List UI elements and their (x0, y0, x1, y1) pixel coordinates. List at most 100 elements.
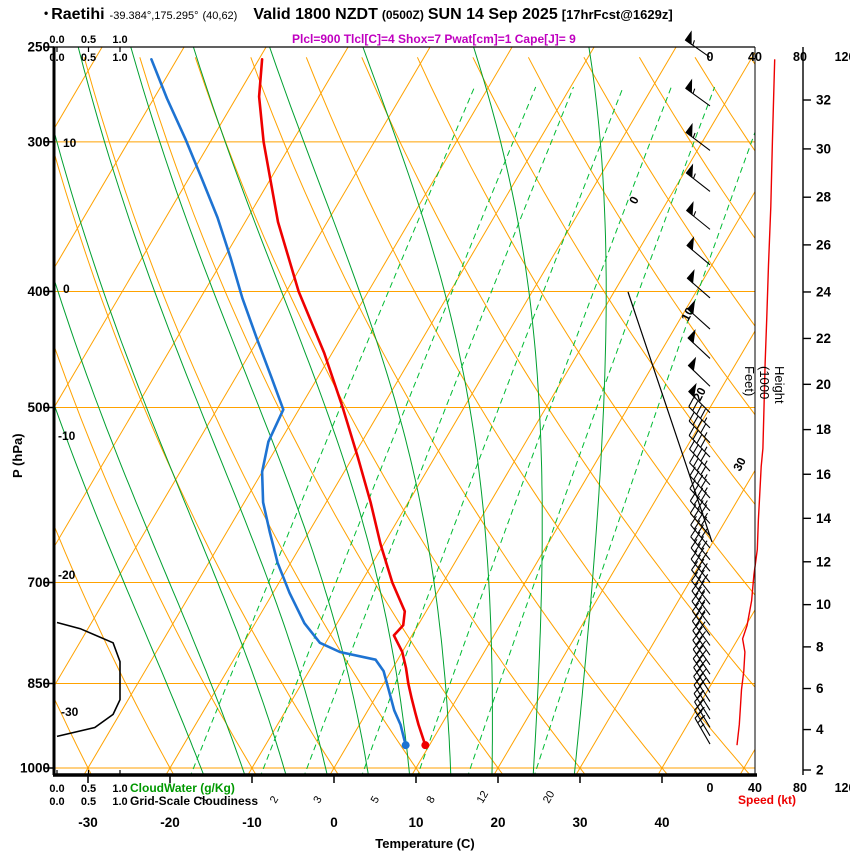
mixing-ratio-label: 12 (475, 789, 492, 806)
temperature-tick-label: 10 (408, 815, 423, 830)
pressure-tick-label: 400 (27, 284, 50, 299)
pressure-axis: 250 300 400 500 700 850 1000 (20, 40, 54, 776)
height-tick-label: 26 (816, 237, 832, 252)
mixing-ratio-label: 2 (268, 794, 281, 805)
mixing-ratio-label: 8 (424, 794, 437, 805)
pressure-tick-label: 250 (27, 40, 50, 55)
isotherm-label-right: 0 (626, 194, 642, 207)
isotherm-label-right: 30 (730, 455, 749, 474)
speed-tick-label-top: 0 (707, 50, 714, 64)
cloudwater-tick-label-bottom: 1.0 (112, 783, 127, 795)
height-tick-label: 6 (816, 681, 824, 696)
cloudiness-tick-label-bottom: 0.0 (49, 796, 64, 808)
pressure-tick-label: 300 (27, 134, 50, 149)
height-tick-label: 32 (816, 93, 831, 108)
temperature-tick-label: 20 (490, 815, 505, 830)
temperature-tick-label: -20 (160, 815, 180, 830)
temperature-axis: -30 -20 -10 0 10 20 30 40 (78, 775, 670, 830)
valid-date: SUN 14 Sep 2025 (427, 6, 558, 23)
forecast-info: [17hrFcst@1629z] (561, 7, 673, 22)
isotherm-label-left: 0 (63, 282, 70, 296)
height-tick-label: 20 (816, 377, 831, 392)
mixing-ratio-labels: 1 2 3 5 8 12 20 (198, 789, 558, 806)
temperature-tick-label: 40 (654, 815, 669, 830)
height-tick-label: 10 (816, 597, 831, 612)
temperature-curve (257, 58, 427, 747)
parcel-parameters: Plcl=900 Tlcl[C]=4 Shox=7 Pwat[cm]=1 Cap… (292, 32, 576, 46)
isotherm-label-left: -30 (61, 705, 79, 719)
speed-tick-label-bottom: 0 (707, 781, 714, 795)
speed-tick-label-bottom: 80 (793, 781, 807, 795)
height-tick-label: 14 (816, 511, 832, 526)
height-tick-label: 24 (816, 284, 832, 299)
cloudwater-axis-title: CloudWater (g/Kg) (130, 781, 235, 795)
height-tick-label: 16 (816, 467, 832, 482)
cloudiness-tick-label-top: 1.0 (112, 52, 127, 64)
height-tick-label: 22 (816, 331, 831, 346)
height-tick-label: 2 (816, 762, 824, 777)
speed-tick-label-top: 80 (793, 50, 807, 64)
temperature-tick-label: -10 (242, 815, 262, 830)
diagonal-reference-line (627, 291, 713, 543)
cloudiness-axis-title: Grid-Scale Cloudiness (130, 794, 259, 808)
valid-time: Valid 1800 NZDT (253, 6, 378, 23)
mixing-ratio-label: 20 (541, 789, 558, 806)
pressure-tick-label: 700 (27, 575, 50, 590)
cloudiness-tick-label-bottom: 1.0 (112, 796, 127, 808)
height-axis: 32 30 28 26 24 22 20 18 16 14 12 10 8 6 4 2 (802, 47, 832, 777)
speed-tick-label-top: 40 (748, 50, 762, 64)
height-axis-title: Height (1000 Feet) (742, 366, 787, 404)
cloudwater-tick-label-top: 0.0 (49, 34, 64, 46)
mixing-ratio-label: 3 (311, 794, 324, 805)
speed-axis: 0 0 40 40 80 80 120 120 (707, 50, 850, 795)
header: • Raetihi -39.384°,175.295° (40,62) Valid 18… (44, 6, 673, 24)
cloudwater-tick-label-top: 0.5 (81, 34, 96, 46)
bullet-icon: • (44, 6, 49, 20)
cloudiness-tick-label-bottom: 0.5 (81, 796, 96, 808)
valid-zulu-time: (0500Z) (381, 8, 424, 22)
pressure-axis-title: P (hPa) (10, 433, 25, 478)
speed-axis-title: Speed (kt) (738, 793, 797, 807)
cloudwater-tick-label-bottom: 0.5 (81, 783, 96, 795)
cloudiness-tick-label-top: 0.5 (81, 52, 96, 64)
cloudwater-tick-label-top: 1.0 (112, 34, 127, 46)
isotherm-label-left: -20 (58, 568, 76, 582)
isotherm-label-left: 10 (63, 136, 77, 150)
temperature-tick-label: -30 (78, 815, 98, 830)
grid-point: (40,62) (202, 10, 238, 22)
isotherm-label-left: -10 (58, 429, 76, 443)
cloudiness-profile (56, 621, 121, 738)
height-tick-label: 30 (816, 141, 831, 156)
speed-tick-label-bottom: 40 (748, 781, 762, 795)
wind-barbs (684, 30, 711, 745)
speed-tick-label-bottom: 120 (835, 781, 850, 795)
temperature-axis-title: Temperature (C) (375, 836, 475, 851)
grid-lines (55, 47, 755, 775)
height-tick-label: 18 (816, 422, 832, 437)
pressure-tick-label: 1000 (20, 761, 50, 776)
cloudiness-tick-label-top: 0.0 (49, 52, 64, 64)
dewpoint-curve-surface-dot (401, 741, 410, 750)
height-tick-label: 8 (816, 639, 824, 654)
height-tick-label: 28 (816, 190, 832, 205)
height-tick-label: 4 (816, 722, 824, 737)
speed-tick-label-top: 120 (835, 50, 850, 64)
height-tick-label: 12 (816, 554, 831, 569)
mixing-ratio-label: 1 (198, 794, 211, 805)
dewpoint-curve (150, 58, 407, 747)
temperature-tick-label: 30 (572, 815, 587, 830)
isotherm-label-right: 10 (678, 305, 697, 324)
temperature-curve-surface-dot (421, 741, 430, 750)
wind-speed-curve (736, 59, 776, 746)
pressure-tick-label: 500 (27, 400, 50, 415)
mixing-ratio-label: 5 (369, 794, 382, 805)
station-coords: -39.384°,175.295° (109, 10, 199, 22)
cloud-scale-axis: 0.00.00.00.00.50.50.50.51.01.01.01.0 (49, 34, 127, 808)
cloudwater-tick-label-bottom: 0.0 (49, 783, 64, 795)
pressure-tick-label: 850 (27, 676, 50, 691)
station-name: Raetihi (51, 6, 105, 23)
temperature-tick-label: 0 (330, 815, 338, 830)
